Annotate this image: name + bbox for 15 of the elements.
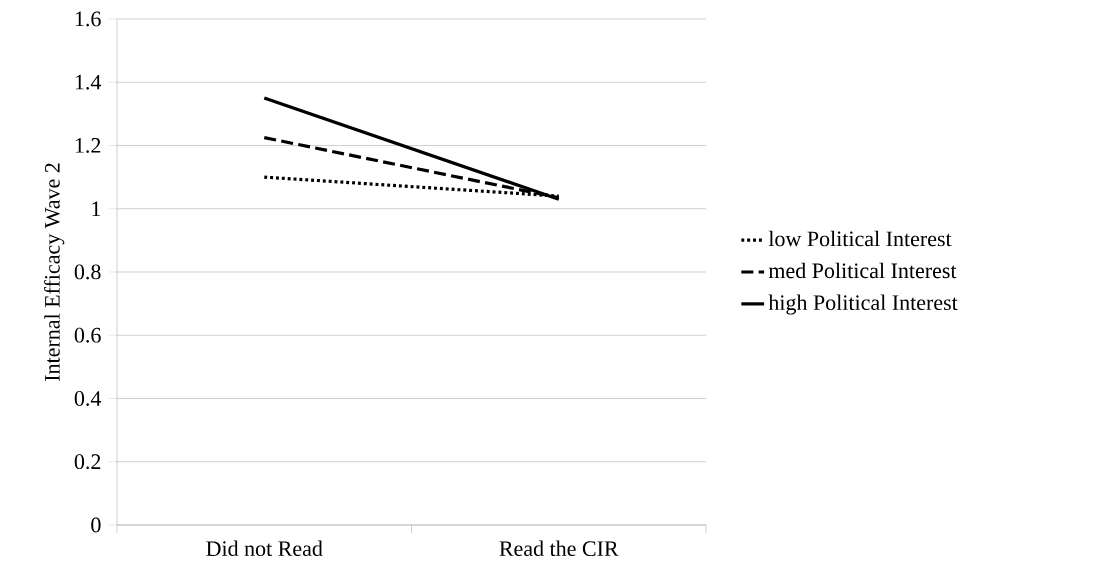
y-tick-label: 0.8 xyxy=(74,264,101,280)
y-tick-label: 1.4 xyxy=(75,74,102,90)
y-tick-label: 0.6 xyxy=(74,327,101,343)
legend-label: med Political Interest xyxy=(768,262,957,279)
x-tick-label: Read the CIR xyxy=(499,540,619,557)
y-tick-label: 0 xyxy=(91,517,101,533)
y-axis-title: Internal Efficacy Wave 2 xyxy=(44,163,65,381)
x-tick-label: Did not Read xyxy=(206,540,323,557)
legend-label: high Political Interest xyxy=(768,294,958,315)
y-tick-label: 0.4 xyxy=(74,391,102,406)
y-tick-label: 1.6 xyxy=(75,11,101,27)
legend-label: low Political Interest xyxy=(768,230,952,247)
y-tick-label: 1 xyxy=(92,201,101,216)
y-tick-label: 0.2 xyxy=(74,454,101,470)
y-tick-label: 1.2 xyxy=(75,138,101,153)
